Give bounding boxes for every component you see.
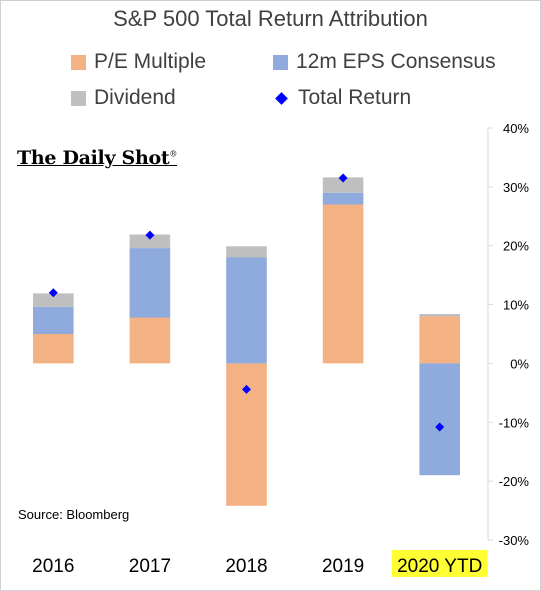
legend-item-total-return: Total Return: [273, 86, 411, 110]
x-tick-label: 2019: [322, 556, 364, 577]
x-axis: 2016 2017 2018 2019 2020 YTD: [32, 550, 488, 577]
y-tick-label: 30%: [503, 180, 529, 195]
legend-item-dividend: Dividend: [71, 86, 176, 110]
bar-eps-2018: [226, 257, 267, 364]
chart-title: S&P 500 Total Return Attribution: [113, 6, 428, 31]
bar-pe-2017: [129, 317, 171, 364]
legend-item-pe-multiple: P/E Multiple: [71, 50, 206, 74]
bar-pe-2018: [226, 363, 267, 506]
x-tick-label: 2017: [129, 556, 171, 577]
bar-div-2020-ytd: [419, 314, 460, 317]
bar-div-2016: [33, 293, 74, 307]
y-tick-label: -20%: [499, 474, 530, 489]
total-return-point-2016: [48, 288, 58, 298]
bar-pe-2020-ytd: [419, 316, 460, 364]
bar-div-2017: [129, 234, 171, 248]
bar-div-2019: [322, 177, 364, 193]
legend-label: 12m EPS Consensus: [296, 50, 496, 73]
bar-pe-2016: [33, 334, 74, 364]
x-tick-label: 2018: [225, 556, 267, 577]
bar-eps-2019: [322, 192, 364, 205]
legend-label: P/E Multiple: [94, 50, 207, 73]
y-tick-label: -10%: [499, 415, 530, 430]
x-tick-label: 2020 YTD: [397, 556, 482, 577]
source-note: Source: Bloomberg: [18, 507, 130, 522]
bar-eps-2017: [129, 248, 171, 318]
x-tick-label: 2016: [32, 556, 74, 577]
total-return-points: [48, 173, 445, 432]
y-tick-label: 20%: [503, 239, 529, 254]
bars-layer: [33, 177, 460, 506]
legend-swatch-dividend: [71, 90, 86, 106]
total-return-point-2019: [338, 173, 348, 183]
y-tick-label: 10%: [503, 298, 529, 313]
legend-label: Total Return: [298, 86, 412, 109]
bar-eps-2016: [33, 306, 74, 334]
total-return-point-2020-ytd: [435, 422, 445, 432]
legend-swatch-eps: [273, 54, 288, 70]
watermark-logo: The Daily Shot®: [17, 147, 178, 169]
legend-swatch-pe: [71, 54, 86, 70]
total-return-point-2017: [145, 230, 155, 240]
total-return-point-2018: [242, 384, 251, 394]
bar-div-2018: [226, 246, 267, 258]
bar-eps-2020-ytd: [419, 363, 460, 476]
bar-pe-2019: [322, 204, 364, 364]
y-axis: -30% -20% -10% 0% 10% 20% 30% 40%: [487, 121, 530, 548]
legend-label: Dividend: [94, 86, 176, 109]
y-tick-label: 40%: [503, 121, 529, 136]
y-tick-label: 0%: [510, 356, 529, 371]
y-tick-label: -30%: [499, 533, 530, 548]
highlight-box: [391, 550, 488, 577]
legend-item-eps-consensus: 12m EPS Consensus: [273, 50, 496, 74]
